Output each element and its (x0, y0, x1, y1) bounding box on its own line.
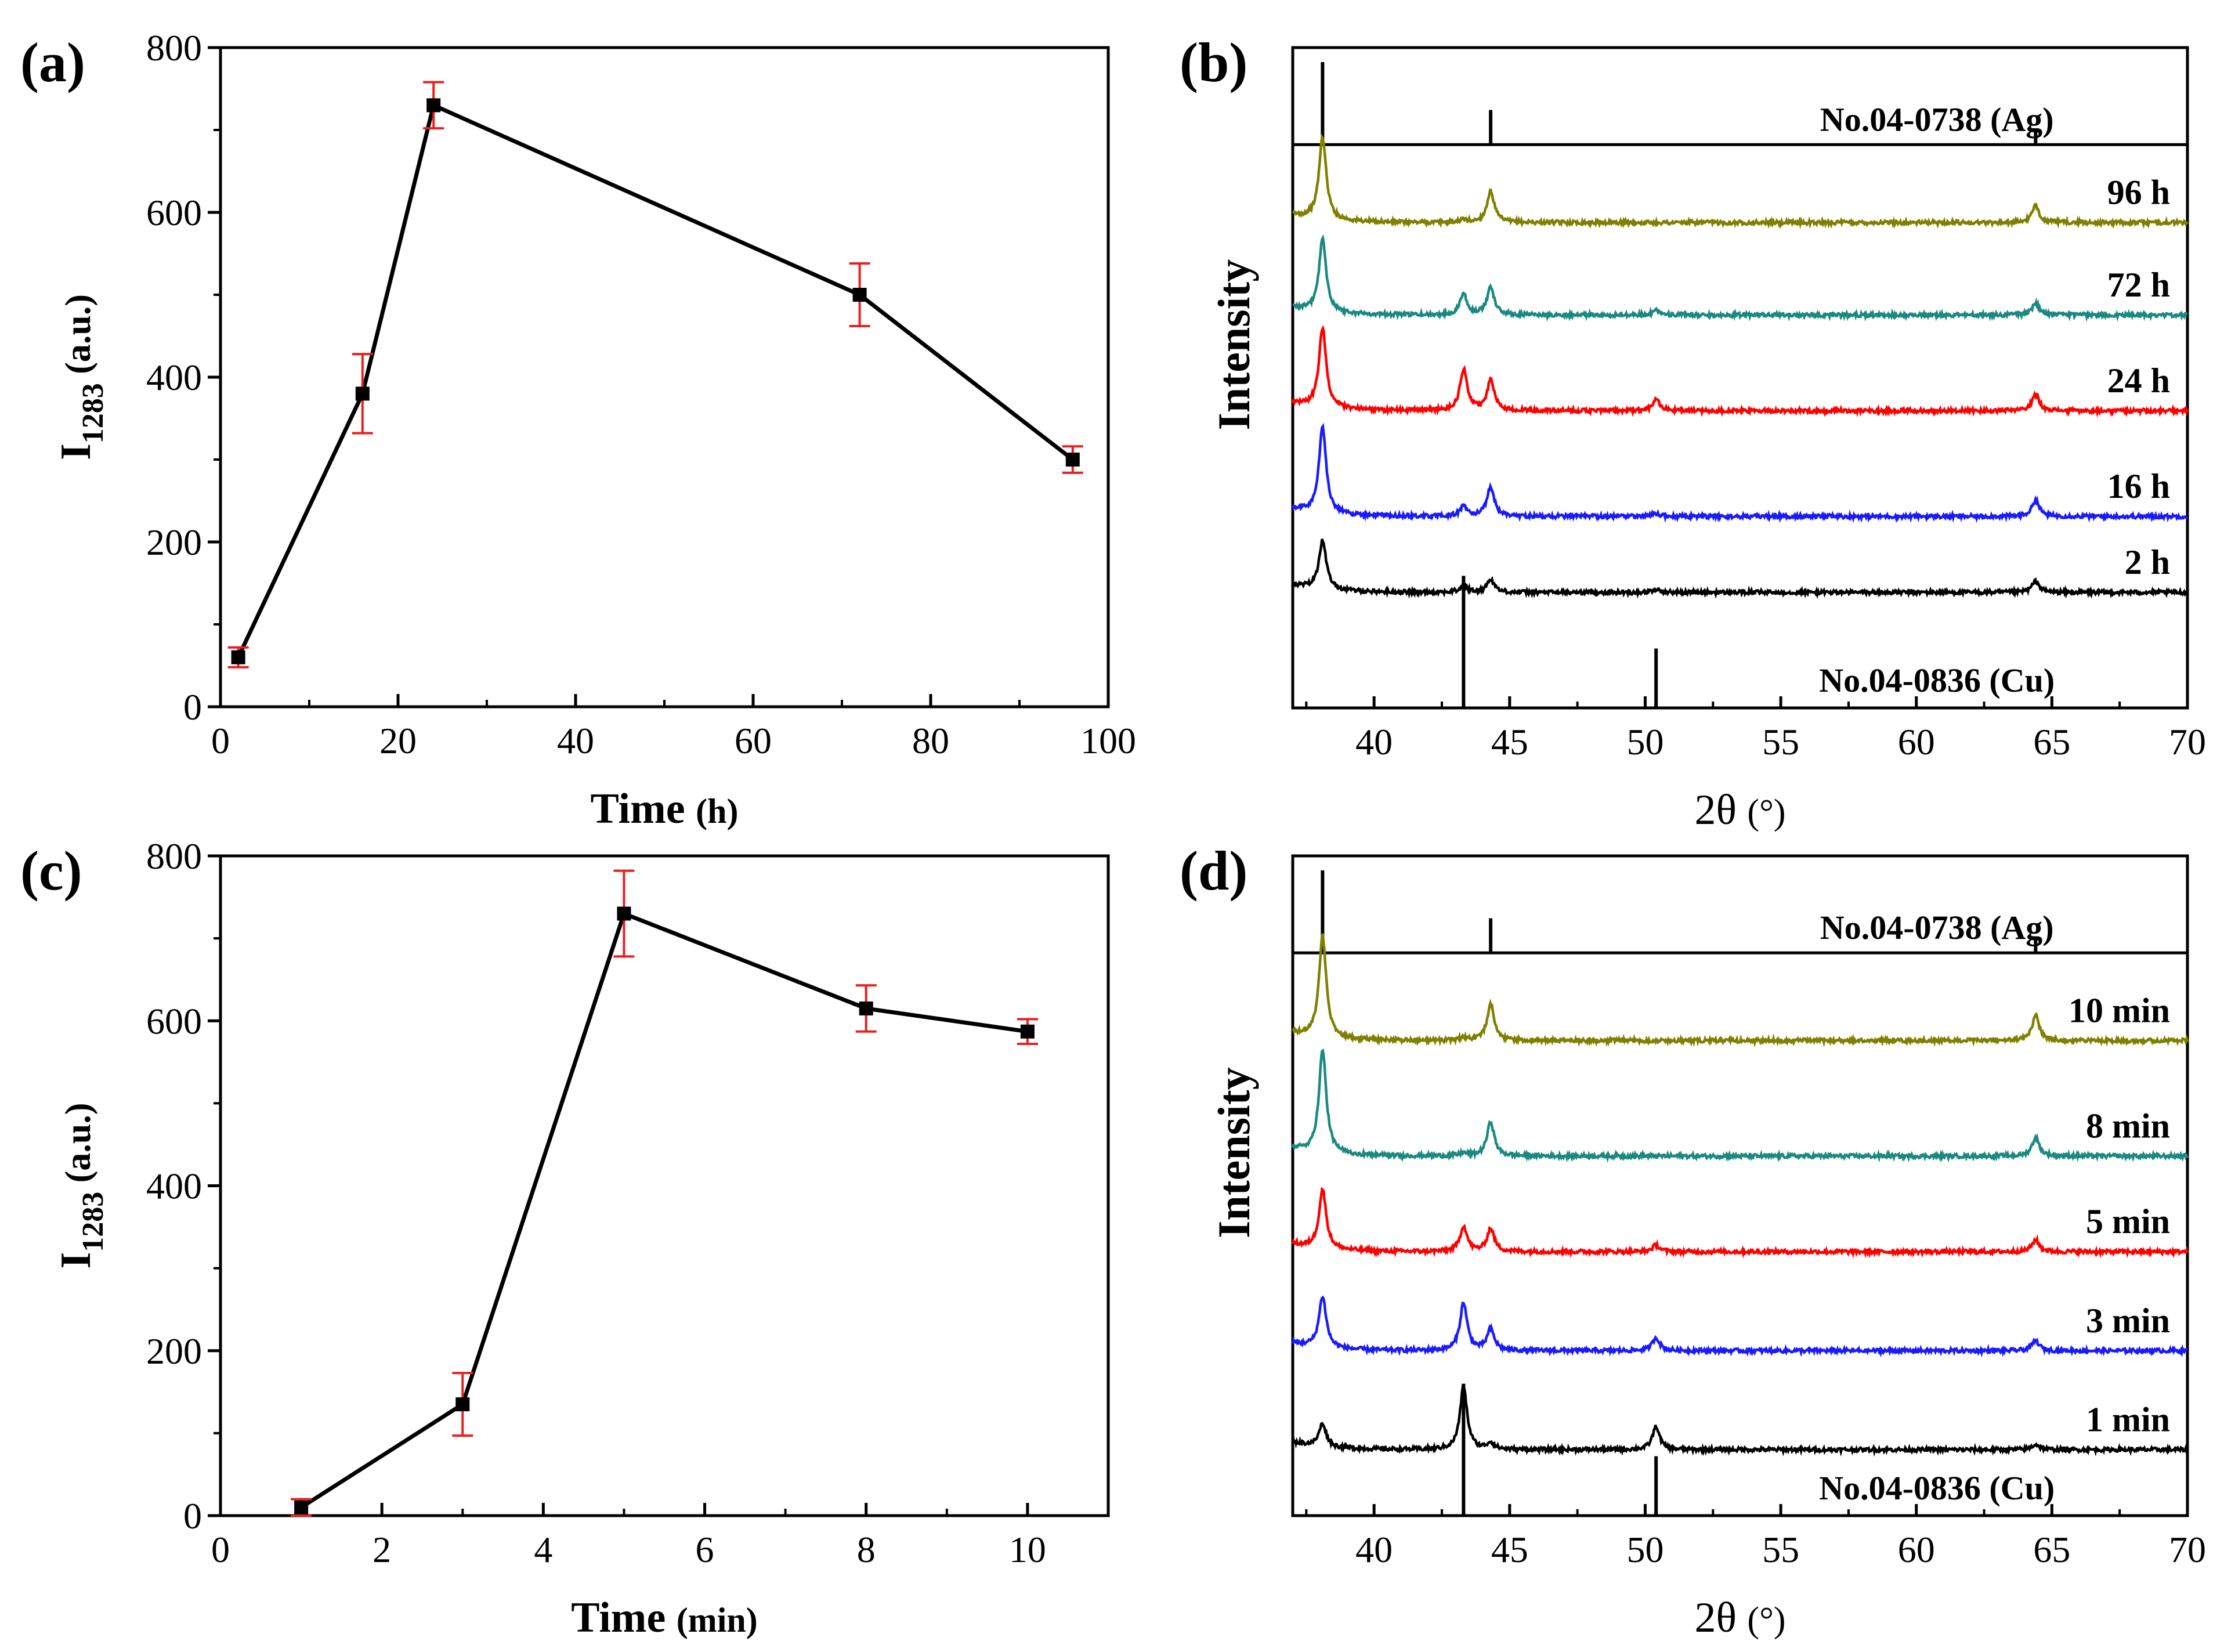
series-label: 1 min (2086, 1400, 2170, 1438)
plot-frame (1291, 854, 2189, 1517)
x-tick-label: 40 (1355, 1529, 1393, 1570)
x-tick-label: 6 (696, 1529, 714, 1570)
x-tick-label: 40 (1355, 721, 1393, 762)
xrd-series-line (1291, 1295, 2188, 1358)
panel-d: 40 45 50 55 60 65 70 2θ (°) Intensity (d) No.04-07… (1180, 840, 2206, 1642)
data-point (1020, 1024, 1035, 1039)
data-point (852, 288, 867, 302)
series-label: 2 h (2125, 543, 2170, 581)
x-tick-label: 55 (1762, 1529, 1799, 1570)
y-tick-label: 0 (183, 686, 202, 728)
y-tick-label: 600 (146, 1000, 202, 1042)
xrd-series-line (1291, 325, 2189, 418)
x-tick-label: 65 (2033, 721, 2070, 762)
x-axis-label: Time (min) (571, 1594, 758, 1642)
series-label: 96 h (2107, 173, 2170, 212)
data-point (859, 1001, 873, 1015)
x-tick-label: 65 (2033, 1529, 2070, 1570)
panel-label: (a) (20, 31, 85, 93)
data-point (355, 386, 370, 401)
x-tick-label: 0 (211, 1529, 230, 1570)
x-tick-label: 4 (534, 1529, 552, 1570)
data-point (294, 1500, 309, 1514)
reference-label-cu: No.04-0836 (Cu) (1819, 1469, 2055, 1507)
x-tick-label: 100 (1080, 720, 1136, 761)
x-tick-label: 0 (211, 720, 230, 761)
xrd-series-line (1291, 1383, 2189, 1457)
panel-a: 0 20 40 60 80 100 0 200 400 600 800 Time (h) I1283 (… (20, 27, 1136, 833)
x-tick-label: 55 (1762, 721, 1799, 762)
series-label: 10 min (2068, 991, 2170, 1029)
series-label: 5 min (2086, 1202, 2170, 1241)
x-tick-label: 60 (1898, 1529, 1935, 1570)
x-tick-label: 50 (1626, 1529, 1664, 1570)
y-axis-label: I1283 (a.u.) (52, 294, 110, 460)
data-line (300, 910, 1028, 1509)
plot-frame (219, 46, 1110, 708)
y-tick-label: 200 (146, 1331, 202, 1372)
xrd-series-line (1292, 234, 2189, 322)
series-label: 3 min (2086, 1302, 2170, 1340)
y-tick-label: 0 (183, 1495, 202, 1537)
panel-label: (b) (1180, 31, 1247, 93)
x-tick-label: 8 (857, 1529, 876, 1570)
series-label: 8 min (2086, 1107, 2170, 1145)
panel-b: 40 45 50 55 60 65 70 2θ (°) Intensity (b) No.04-07… (1180, 31, 2206, 834)
y-tick-label: 600 (146, 192, 202, 233)
series-label: 24 h (2107, 362, 2170, 400)
xrd-series-line (1291, 422, 2189, 523)
xrd-series-line (1291, 1187, 2189, 1259)
x-axis-label: Time (h) (591, 785, 739, 833)
xrd-series-line (1292, 133, 2189, 230)
x-tick-label: 70 (2169, 721, 2206, 762)
xrd-series-line (1291, 538, 2189, 599)
y-axis-label: Intensity (1209, 1067, 1259, 1238)
plot-frame (1291, 46, 2189, 710)
series-label: 72 h (2107, 266, 2170, 304)
y-tick-label: 400 (146, 1166, 202, 1207)
panel-label: (c) (20, 840, 82, 902)
x-tick-label: 60 (1898, 721, 1935, 762)
x-tick-label: 20 (379, 720, 417, 761)
x-tick-label: 80 (912, 720, 949, 761)
data-point (426, 98, 441, 113)
x-axis-label: 2θ (°) (1694, 786, 1785, 834)
xrd-series-line (1291, 1048, 2189, 1163)
y-axis-label: I1283 (a.u.) (52, 1102, 110, 1268)
x-tick-label: 2 (373, 1529, 391, 1570)
x-axis-label: 2θ (°) (1694, 1594, 1785, 1642)
x-tick-label: 45 (1491, 1529, 1528, 1570)
y-tick-label: 800 (146, 836, 202, 877)
series-label: 16 h (2107, 467, 2170, 505)
y-tick-label: 800 (146, 27, 202, 68)
panel-label: (d) (1180, 840, 1247, 902)
xrd-series-line (1292, 933, 2189, 1048)
panel-c: 0 2 4 6 8 10 0 200 400 600 800 Time (min) I1283 (a.u… (20, 836, 1110, 1642)
x-tick-label: 10 (1009, 1529, 1046, 1570)
y-tick-label: 200 (146, 522, 202, 563)
reference-label-ag: No.04-0738 (Ag) (1820, 100, 2054, 138)
x-tick-label: 70 (2169, 1529, 2206, 1570)
reference-label-ag: No.04-0738 (Ag) (1820, 909, 2054, 946)
reference-label-cu: No.04-0836 (Cu) (1819, 661, 2055, 699)
plot-frame (219, 854, 1110, 1517)
x-tick-label: 60 (735, 720, 772, 761)
y-tick-label: 400 (146, 357, 202, 398)
y-axis-label: Intensity (1209, 259, 1259, 431)
data-point (1065, 453, 1080, 467)
x-tick-label: 45 (1491, 721, 1528, 762)
data-point (231, 650, 245, 664)
data-point (455, 1397, 470, 1412)
data-point (617, 906, 631, 921)
x-tick-label: 50 (1626, 721, 1664, 762)
x-tick-label: 40 (557, 720, 594, 761)
